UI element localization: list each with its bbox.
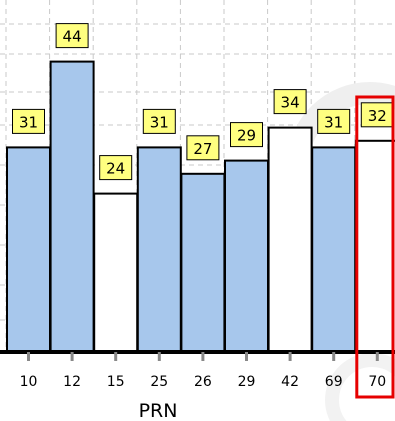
data-label-text: 31 (150, 113, 169, 131)
data-label-box (12, 108, 45, 134)
data-label-box (317, 108, 351, 134)
data-label-26: 27 (186, 135, 220, 161)
selected-bar-highlight[interactable] (355, 95, 395, 399)
x-tick-label-70: 70 (368, 374, 386, 390)
data-label-text: 24 (106, 160, 125, 178)
data-label-text: 44 (63, 28, 82, 46)
bar-25[interactable] (136, 146, 182, 353)
data-label-box (360, 102, 394, 128)
bar-10[interactable] (6, 146, 51, 353)
data-label-box (186, 135, 220, 161)
x-axis: 10 12 15 25 26 29 42 69 70 (0, 350, 395, 390)
data-label-42: 34 (273, 89, 307, 115)
x-tick-label-42: 42 (281, 374, 299, 390)
bar-69[interactable] (311, 146, 357, 353)
data-label-box (99, 155, 133, 181)
x-tick-label-25: 25 (150, 374, 168, 390)
data-label-text: 34 (281, 94, 300, 112)
data-label-15: 24 (99, 155, 133, 181)
data-label-box (142, 108, 176, 134)
x-tick-label-15: 15 (107, 374, 125, 390)
data-labels: 31 44 24 31 27 29 34 31 32 (12, 23, 394, 181)
bar-70[interactable] (354, 139, 395, 353)
bar-42[interactable] (267, 126, 313, 353)
data-label-69: 31 (317, 108, 351, 134)
watermark-ring (325, 353, 395, 421)
x-tick-label-10: 10 (20, 374, 38, 390)
data-label-12: 44 (55, 23, 89, 49)
chart-bars (6, 60, 395, 353)
data-label-29: 29 (230, 122, 263, 148)
x-tick-label-26: 26 (194, 374, 212, 390)
x-axis-title: PRN (139, 400, 178, 421)
x-tick-label-29: 29 (238, 374, 256, 390)
data-label-25: 31 (142, 108, 176, 134)
data-label-box (55, 23, 89, 49)
bar-12[interactable] (49, 60, 95, 353)
data-label-text: 31 (19, 113, 38, 131)
data-label-box (230, 122, 263, 148)
data-label-text: 29 (237, 127, 256, 145)
data-label-10: 31 (12, 108, 45, 134)
x-tick-label-12: 12 (63, 374, 81, 390)
bar-26[interactable] (180, 172, 226, 353)
data-label-text: 32 (368, 107, 387, 125)
bar-15[interactable] (93, 192, 139, 353)
bar-29[interactable] (224, 159, 269, 353)
data-label-box (273, 89, 307, 115)
data-label-text: 31 (324, 113, 343, 131)
data-label-70: 32 (360, 102, 394, 128)
data-label-text: 27 (193, 140, 212, 158)
x-tick-label-69: 69 (325, 374, 343, 390)
